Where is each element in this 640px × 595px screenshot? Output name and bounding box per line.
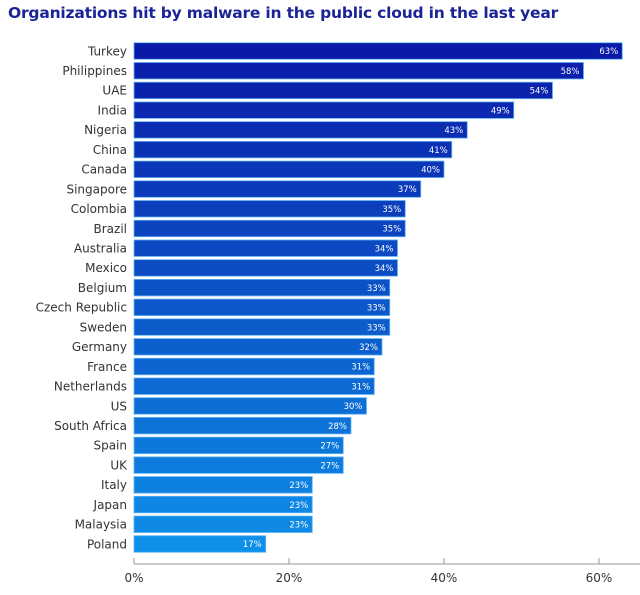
bar-sweden xyxy=(133,318,391,336)
category-label: Philippines xyxy=(62,64,127,78)
category-label: Colombia xyxy=(71,202,127,216)
category-label: Belgium xyxy=(78,281,127,295)
bar-china xyxy=(133,140,453,159)
category-label: US xyxy=(111,399,127,413)
category-label: India xyxy=(98,103,127,117)
value-label: 33% xyxy=(367,284,386,294)
value-label: 34% xyxy=(375,244,394,254)
value-label: 23% xyxy=(289,481,308,491)
category-label: Spain xyxy=(93,439,127,453)
value-label: 58% xyxy=(561,67,580,77)
value-label: 33% xyxy=(367,323,386,333)
bar-malaysia xyxy=(133,515,313,533)
value-label: 37% xyxy=(398,185,417,195)
value-label: 17% xyxy=(243,540,262,550)
value-label: 54% xyxy=(530,87,549,97)
value-label: 34% xyxy=(375,264,394,274)
bar-india xyxy=(133,101,515,119)
category-label: Czech Republic xyxy=(36,301,127,315)
value-label: 31% xyxy=(351,363,370,373)
value-label: 35% xyxy=(382,225,401,235)
value-label: 23% xyxy=(289,520,308,530)
bar-us xyxy=(133,397,367,415)
value-label: 41% xyxy=(429,146,448,156)
bar-italy xyxy=(133,476,313,494)
bar-canada xyxy=(133,160,445,178)
category-label: China xyxy=(93,143,127,157)
bar-netherlands xyxy=(133,377,375,395)
bar-spain xyxy=(133,436,344,455)
value-label: 27% xyxy=(320,442,339,452)
bar-brazil xyxy=(133,219,406,238)
bar-philippines xyxy=(133,62,584,80)
value-label: 49% xyxy=(491,106,510,116)
bar-mexico xyxy=(133,259,398,277)
category-label: Italy xyxy=(101,478,127,492)
value-label: 33% xyxy=(367,304,386,314)
value-label: 35% xyxy=(382,205,401,215)
x-tick-label: 0% xyxy=(124,571,143,585)
value-label: 43% xyxy=(444,126,463,136)
category-label: Brazil xyxy=(94,222,128,236)
bar-uae xyxy=(133,81,553,100)
value-label: 63% xyxy=(599,47,618,57)
bar-singapore xyxy=(133,180,422,198)
bar-poland xyxy=(133,535,267,553)
value-label: 32% xyxy=(359,343,378,353)
category-label: Turkey xyxy=(87,44,127,58)
bar-uk xyxy=(133,456,344,474)
category-label: Nigeria xyxy=(84,123,127,137)
category-label: Netherlands xyxy=(54,380,127,394)
bar-nigeria xyxy=(133,121,468,139)
bar-south-africa xyxy=(133,417,352,435)
x-tick-label: 60% xyxy=(586,571,613,585)
category-label: UK xyxy=(110,458,128,472)
value-label: 27% xyxy=(320,461,339,471)
value-label: 30% xyxy=(344,402,363,412)
bar-belgium xyxy=(133,278,391,297)
bar-japan xyxy=(133,495,313,514)
bar-australia xyxy=(133,239,398,257)
category-label: Singapore xyxy=(66,182,127,196)
x-tick-label: 20% xyxy=(276,571,303,585)
category-label: Germany xyxy=(72,340,127,354)
value-label: 28% xyxy=(328,422,347,432)
category-label: Sweden xyxy=(80,320,127,334)
value-label: 23% xyxy=(289,501,308,511)
category-label: South Africa xyxy=(54,419,127,433)
x-tick-label: 40% xyxy=(431,571,458,585)
bar-germany xyxy=(133,338,383,356)
category-label: Canada xyxy=(81,163,127,177)
bar-colombia xyxy=(133,200,406,218)
bar-czech-republic xyxy=(133,298,391,317)
value-label: 40% xyxy=(421,166,440,176)
category-label: Australia xyxy=(74,242,127,256)
value-label: 31% xyxy=(351,382,370,392)
category-label: Malaysia xyxy=(75,518,127,532)
category-label: France xyxy=(87,360,127,374)
category-label: Mexico xyxy=(85,261,127,275)
category-label: UAE xyxy=(102,84,127,98)
chart-title: Organizations hit by malware in the publ… xyxy=(8,4,559,22)
bar-france xyxy=(133,357,375,376)
category-label: Japan xyxy=(93,498,127,512)
category-label: Poland xyxy=(87,537,127,551)
bar-turkey xyxy=(133,42,623,60)
